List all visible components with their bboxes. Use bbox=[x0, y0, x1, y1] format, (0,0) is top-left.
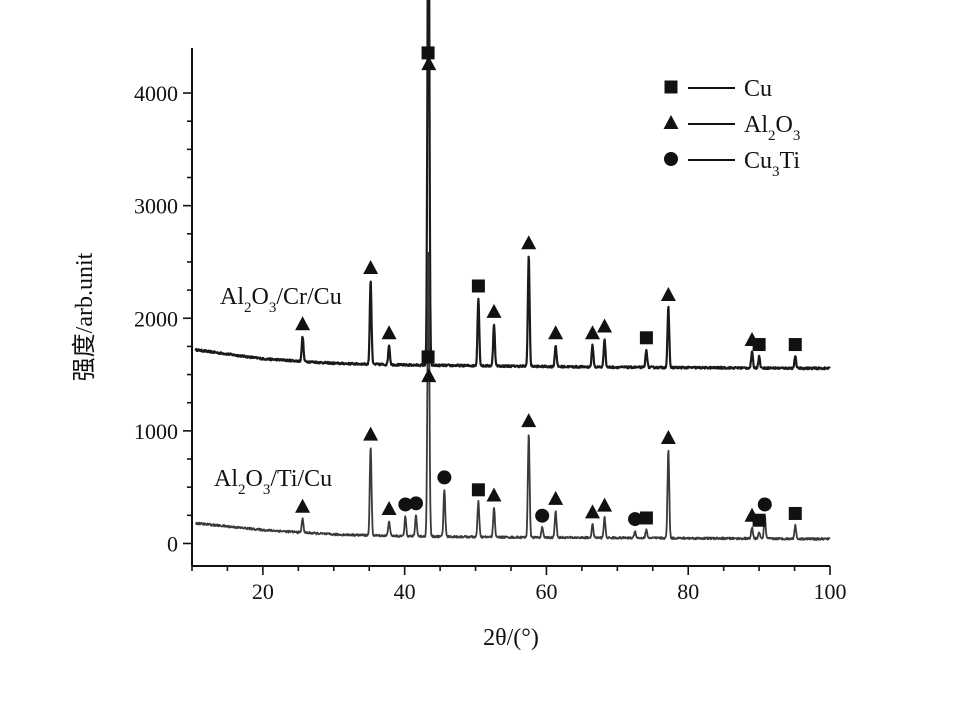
peak-marker-triangle bbox=[295, 498, 311, 513]
series-label: Al2O3/Ti/Cu bbox=[214, 466, 332, 498]
peak-marker-triangle bbox=[521, 235, 537, 250]
series-line bbox=[195, 251, 831, 541]
peak-marker-triangle bbox=[597, 318, 613, 333]
x-axis-title: 2θ/(°) bbox=[483, 625, 539, 651]
x-tick-label: 20 bbox=[252, 579, 274, 604]
peak-marker-square bbox=[471, 483, 485, 497]
peak-marker-square bbox=[752, 513, 766, 527]
legend-marker-square bbox=[664, 80, 678, 94]
peak-marker-triangle bbox=[660, 430, 676, 445]
peak-marker-triangle bbox=[548, 490, 564, 505]
peak-marker-triangle bbox=[660, 287, 676, 301]
peak-marker-triangle bbox=[381, 325, 397, 340]
peak-marker-triangle bbox=[585, 325, 601, 340]
x-tick-label: 100 bbox=[814, 579, 847, 604]
peak-marker-square bbox=[788, 338, 802, 352]
peak-marker-triangle bbox=[548, 325, 564, 340]
peak-marker-circle bbox=[437, 470, 452, 485]
peak-marker-circle bbox=[398, 497, 413, 512]
peak-marker-triangle bbox=[421, 368, 437, 383]
peak-marker-triangle bbox=[363, 259, 379, 274]
peak-marker-triangle bbox=[597, 497, 613, 512]
peak-marker-square bbox=[421, 46, 435, 60]
y-axis-title: 强度/arb.unit bbox=[71, 252, 98, 381]
x-tick-label: 40 bbox=[394, 579, 416, 604]
peak-marker-triangle bbox=[486, 487, 502, 502]
peak-marker-circle bbox=[628, 512, 643, 527]
x-tick-label: 80 bbox=[677, 579, 699, 604]
peak-marker-triangle bbox=[521, 413, 537, 428]
peak-marker-triangle bbox=[381, 500, 397, 515]
legend-label: Al2O3 bbox=[744, 112, 800, 144]
peak-marker-square bbox=[752, 338, 766, 352]
peak-marker-square bbox=[639, 511, 653, 525]
peak-marker-triangle bbox=[585, 504, 601, 519]
legend-marker-triangle bbox=[663, 115, 679, 129]
peak-marker-square bbox=[639, 331, 653, 345]
series-label: Al2O3/Cr/Cu bbox=[220, 284, 342, 316]
y-tick-label: 3000 bbox=[134, 194, 178, 219]
peak-marker-square bbox=[471, 279, 485, 293]
peak-marker-triangle bbox=[295, 316, 311, 331]
peak-marker-triangle bbox=[421, 56, 437, 71]
peak-marker-triangle bbox=[486, 303, 502, 318]
series-line bbox=[194, 0, 831, 371]
peak-marker-square bbox=[421, 350, 435, 364]
legend-label: Cu bbox=[744, 76, 772, 102]
y-tick-label: 0 bbox=[167, 531, 178, 556]
x-tick-label: 60 bbox=[535, 579, 557, 604]
y-tick-label: 2000 bbox=[134, 306, 178, 331]
y-tick-label: 4000 bbox=[134, 81, 178, 106]
peak-marker-circle bbox=[535, 508, 550, 523]
legend-marker-circle bbox=[664, 152, 678, 166]
peak-marker-square bbox=[788, 506, 802, 520]
y-tick-label: 1000 bbox=[134, 419, 178, 444]
peak-marker-circle bbox=[409, 496, 424, 511]
peak-marker-circle bbox=[757, 497, 772, 512]
peak-marker-triangle bbox=[363, 426, 379, 441]
legend-label: Cu3Ti bbox=[744, 148, 800, 180]
